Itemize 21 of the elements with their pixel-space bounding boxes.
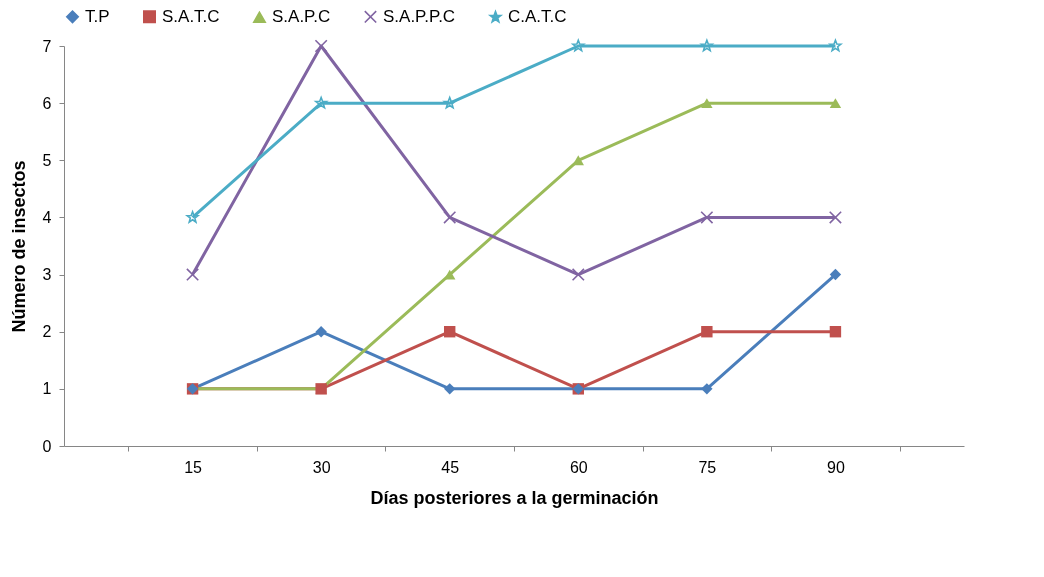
x-tick-label: 30	[312, 458, 331, 476]
x-tick-label: 15	[184, 458, 203, 476]
legend-label: S.A.P.P.C	[383, 6, 456, 26]
legend-label: C.A.T.C	[508, 7, 567, 27]
y-axis-title: Número de insectos	[8, 160, 29, 333]
y-tick-label: 4	[42, 208, 52, 226]
legend-label: S.A.T.C	[162, 6, 220, 26]
y-tick-label: 2	[42, 323, 52, 341]
legend-label: S.A.P.C	[272, 7, 331, 27]
x-tick-label: 45	[441, 458, 460, 476]
y-tick-label: 0	[42, 437, 52, 455]
y-tick-label: 3	[42, 266, 52, 284]
x-axis-title: Días posteriores a la germinación	[370, 487, 659, 508]
x-tick-label: 60	[569, 458, 588, 476]
y-tick-label: 7	[42, 37, 52, 55]
legend-label: T.P	[85, 6, 110, 26]
y-tick-label: 6	[42, 94, 52, 112]
x-tick-label: 90	[827, 458, 845, 476]
y-tick-label: 5	[42, 151, 52, 169]
x-tick-label: 75	[698, 458, 717, 476]
y-tick-label: 1	[42, 380, 52, 398]
